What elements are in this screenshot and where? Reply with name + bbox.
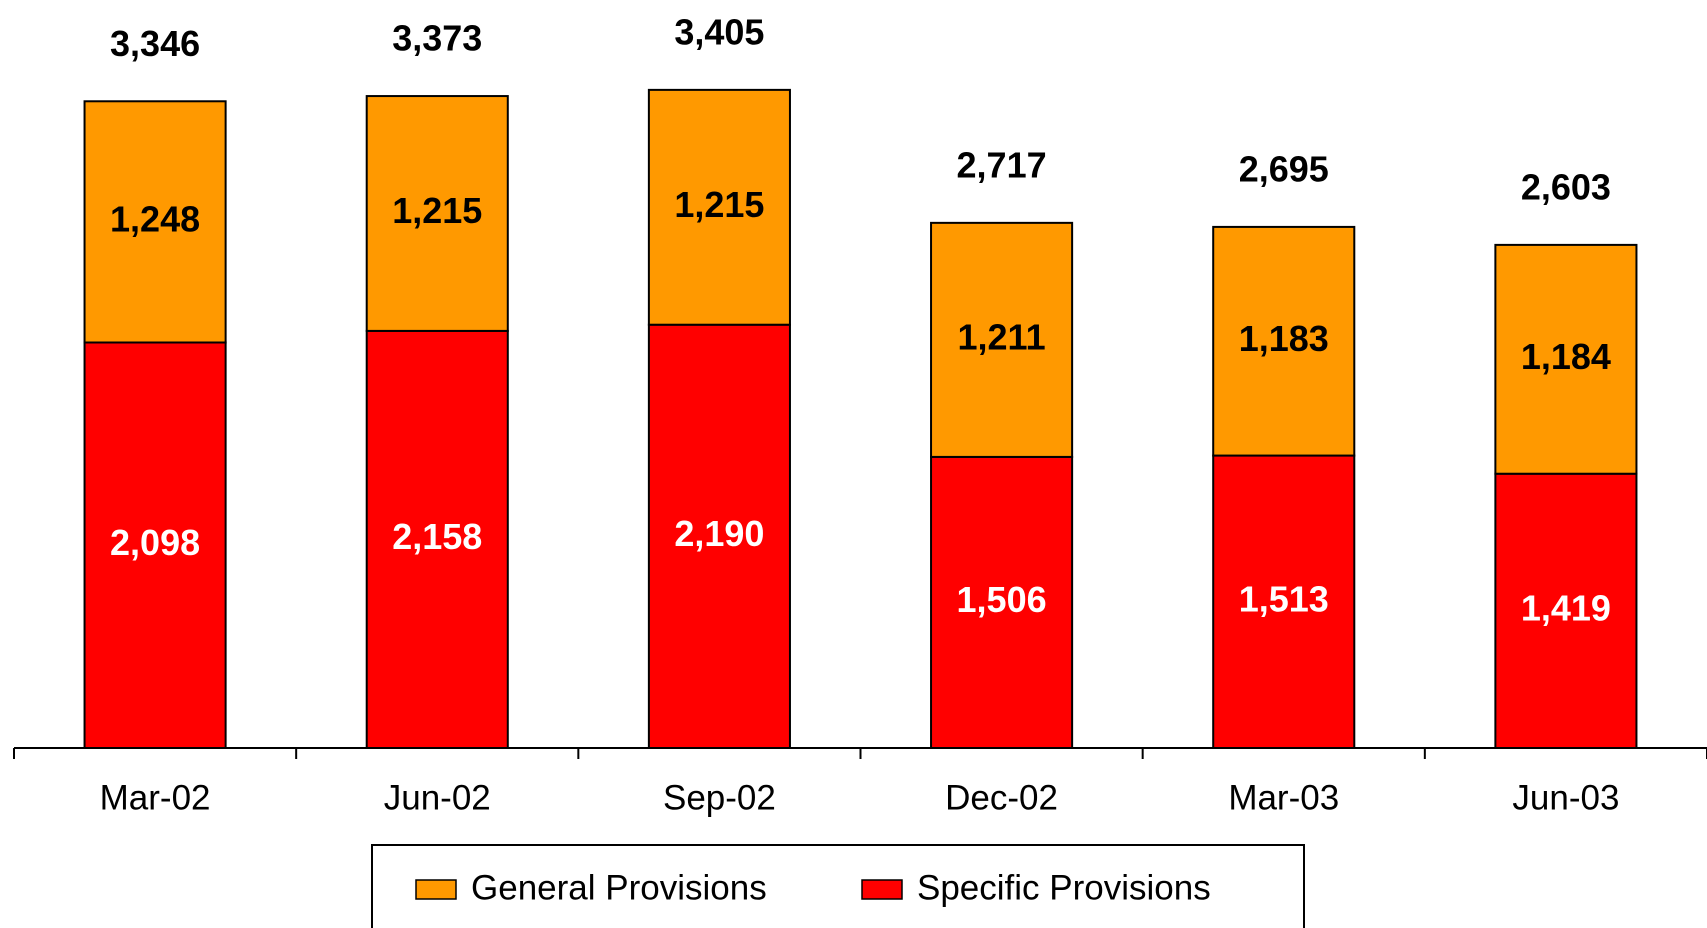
total-label: 3,346 bbox=[110, 23, 200, 64]
bar-segment bbox=[365, 329, 509, 749]
bar-segment bbox=[83, 341, 227, 749]
bar-segment bbox=[83, 100, 227, 344]
total-label: 2,695 bbox=[1239, 149, 1329, 190]
bar-segment bbox=[1212, 454, 1356, 749]
legend-label: Specific Provisions bbox=[917, 868, 1211, 907]
bar-segment bbox=[1494, 243, 1638, 475]
segment-label: 2,158 bbox=[392, 516, 482, 557]
bar-segment bbox=[1212, 225, 1356, 457]
segment-label: 2,190 bbox=[674, 513, 764, 554]
segment-label: 2,098 bbox=[110, 522, 200, 563]
bar-segment bbox=[647, 323, 791, 749]
bar-segment bbox=[930, 455, 1074, 749]
segment-label: 1,183 bbox=[1239, 318, 1329, 359]
bar-segment bbox=[930, 221, 1074, 458]
total-label: 3,405 bbox=[674, 11, 764, 52]
segment-label: 1,184 bbox=[1521, 336, 1611, 377]
segment-label: 1,248 bbox=[110, 198, 200, 239]
segment-label: 1,419 bbox=[1521, 587, 1611, 628]
total-label: 2,717 bbox=[957, 144, 1047, 185]
segment-label: 1,506 bbox=[957, 579, 1047, 620]
x-tick-label: Mar-03 bbox=[1228, 778, 1339, 817]
total-label: 3,373 bbox=[392, 18, 482, 59]
x-tick-label: Dec-02 bbox=[945, 778, 1058, 817]
legend-label: General Provisions bbox=[471, 868, 767, 907]
x-tick-label: Mar-02 bbox=[100, 778, 211, 817]
total-label: 2,603 bbox=[1521, 166, 1611, 207]
segment-label: 1,513 bbox=[1239, 578, 1329, 619]
legend-swatch bbox=[415, 879, 457, 900]
x-tick-label: Jun-03 bbox=[1512, 778, 1619, 817]
legend-box bbox=[371, 844, 1305, 928]
legend-swatch bbox=[861, 879, 903, 900]
segment-label: 1,215 bbox=[674, 184, 764, 225]
bar-segment bbox=[647, 88, 791, 326]
segment-label: 1,211 bbox=[958, 316, 1046, 357]
segment-label: 1,215 bbox=[392, 190, 482, 231]
x-tick-label: Sep-02 bbox=[663, 778, 776, 817]
bar-segment bbox=[1494, 472, 1638, 749]
bar-segment bbox=[365, 95, 509, 332]
x-tick-label: Jun-02 bbox=[384, 778, 491, 817]
